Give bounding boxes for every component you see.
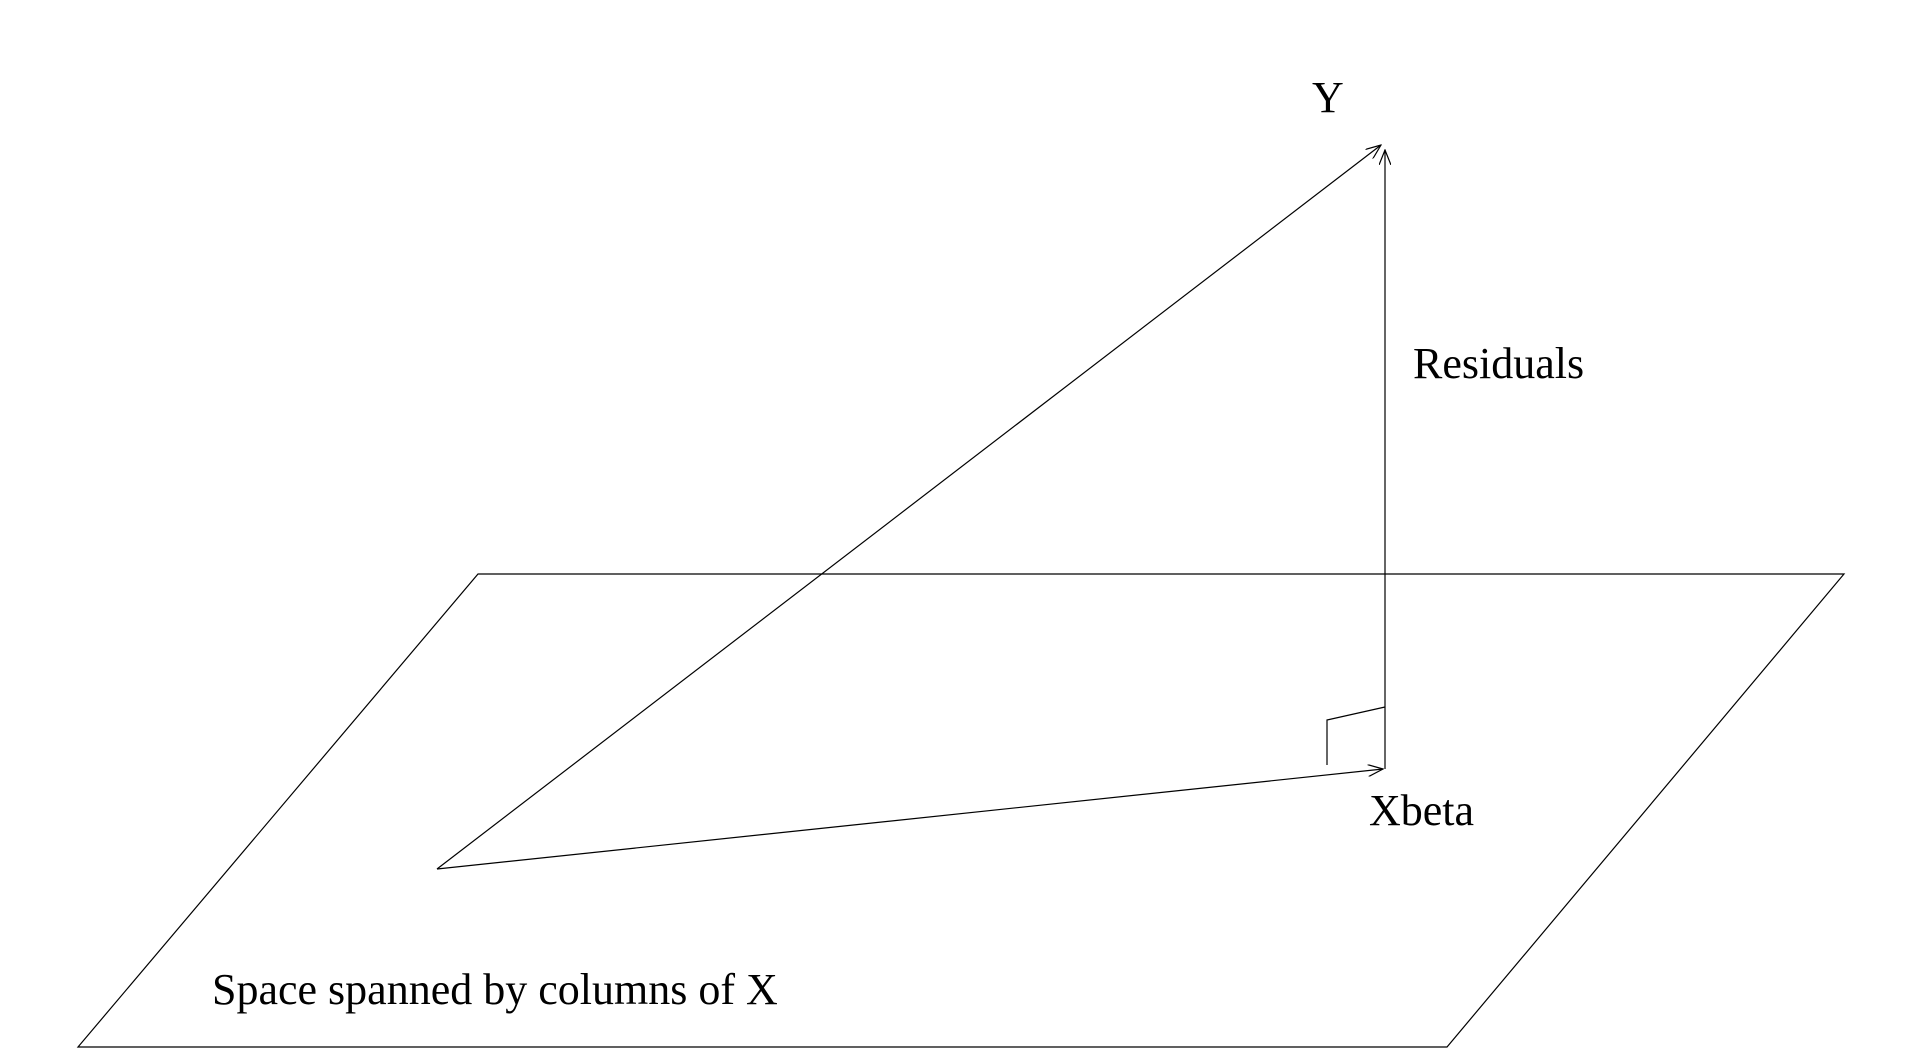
xbeta-vector — [436, 769, 1383, 870]
y-vector — [436, 145, 1381, 870]
residuals-label: Residuals — [1413, 339, 1584, 388]
plane-label: Space spanned by columns of X — [212, 965, 778, 1014]
y-label: Y — [1312, 73, 1344, 122]
xbeta-label: Xbeta — [1369, 786, 1474, 835]
right-angle-marker — [1326, 706, 1386, 765]
column-space-plane — [76, 573, 1846, 1048]
